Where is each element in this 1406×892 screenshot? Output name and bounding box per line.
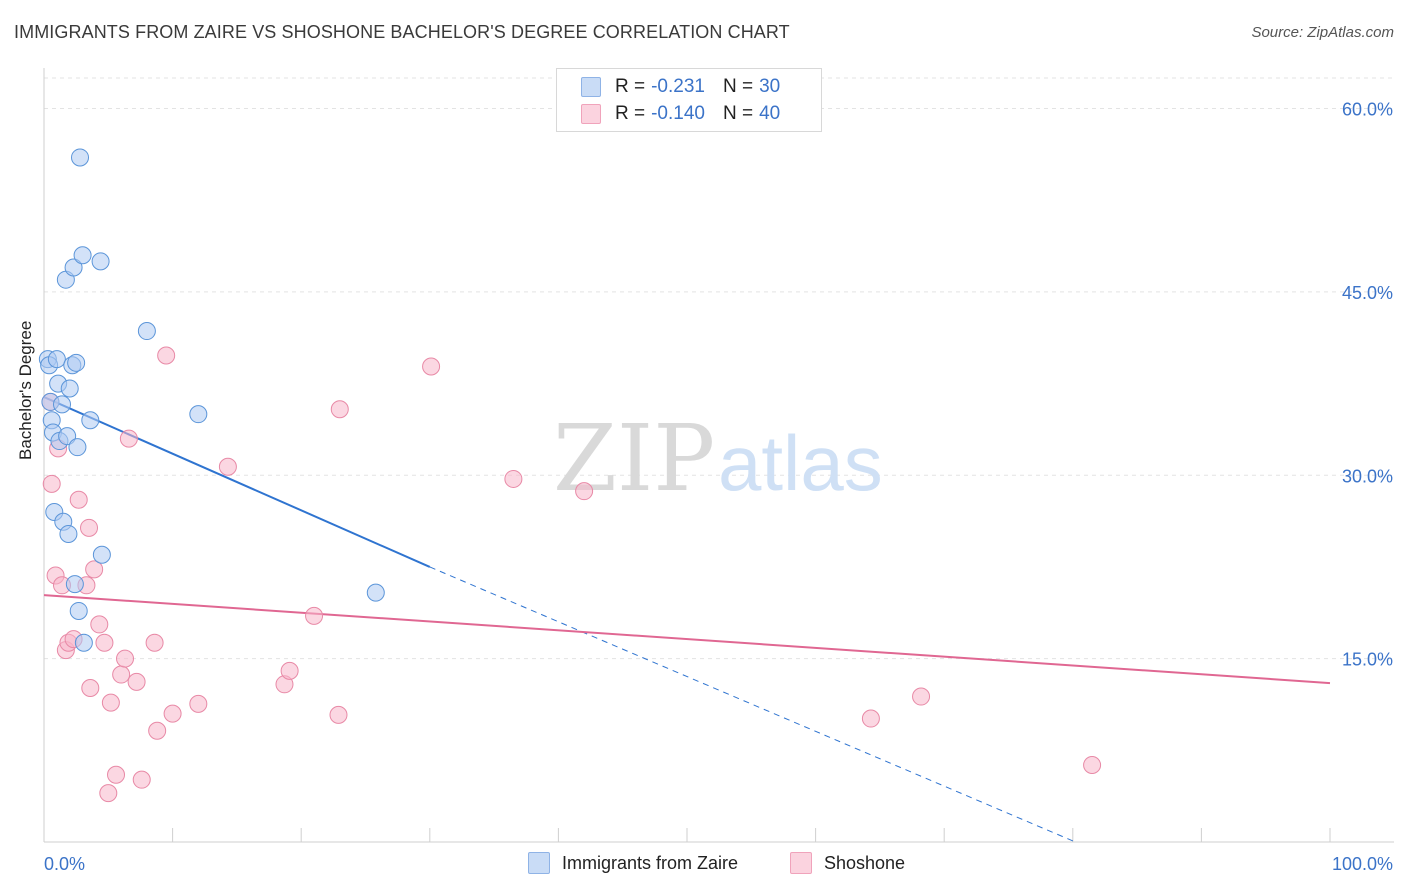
legend-label-shoshone: Shoshone: [824, 852, 906, 873]
shoshone-point: [163, 704, 182, 723]
legend-n-label: N =: [722, 103, 754, 124]
zaire-point: [69, 601, 88, 620]
shoshone-point: [575, 482, 594, 501]
shoshone-point: [95, 633, 114, 652]
shoshone-point: [119, 429, 138, 448]
zaire-point: [81, 411, 100, 430]
legend-swatch-zaire: [581, 77, 601, 97]
legend-item-shoshone[interactable]: Shoshone: [790, 852, 905, 874]
shoshone-point: [218, 457, 237, 476]
legend-n-value: 30: [759, 76, 781, 97]
shoshone-point: [148, 721, 167, 740]
shoshone-point: [69, 490, 88, 509]
legend-swatch-shoshone: [581, 104, 601, 124]
tick-labels: 15.0% 30.0% 45.0% 60.0% 0.0% 100.0%: [44, 100, 1393, 874]
shoshone-point: [1083, 755, 1102, 774]
watermark-atlas: atlas: [718, 419, 883, 507]
x-tick-label-max: 100.0%: [1332, 854, 1393, 874]
shoshone-point: [81, 678, 100, 697]
shoshone-point: [116, 649, 135, 668]
axes: [43, 68, 1394, 843]
shoshone-point: [99, 784, 118, 803]
y-tick-label: 15.0%: [1342, 650, 1393, 670]
shoshone-point: [280, 661, 299, 680]
legend-row-shoshone: R = -0.140 N = 40: [581, 102, 780, 126]
shoshone-point: [861, 709, 880, 728]
shoshone-point: [157, 346, 176, 365]
shoshone-point: [127, 672, 146, 691]
chart-title: IMMIGRANTS FROM ZAIRE VS SHOSHONE BACHEL…: [14, 22, 790, 42]
shoshone-point: [101, 693, 120, 712]
zaire-trendline-extension: [429, 566, 1076, 843]
zaire-point: [137, 322, 156, 341]
y-axis-title: Bachelor's Degree: [16, 320, 35, 460]
shoshone-point: [112, 665, 131, 684]
shoshone-point: [422, 357, 441, 376]
shoshone-point: [85, 560, 104, 579]
correlation-legend: R = -0.231 N = 30 R = -0.140 N = 40: [556, 68, 822, 132]
legend-item-zaire[interactable]: Immigrants from Zaire: [528, 852, 738, 874]
zaire-points: [38, 148, 385, 652]
zaire-point: [189, 405, 208, 424]
zaire-point: [73, 246, 92, 265]
x-tick-label-min: 0.0%: [44, 854, 85, 874]
trendlines: [43, 396, 1331, 843]
legend-label-zaire: Immigrants from Zaire: [562, 852, 739, 873]
zaire-point: [64, 258, 83, 277]
shoshone-point: [132, 770, 151, 789]
shoshone-point: [305, 606, 324, 625]
shoshone-point: [330, 400, 349, 419]
legend-r-value: -0.140: [651, 103, 705, 124]
legend-r-value: -0.231: [651, 76, 705, 97]
legend-n-value: 40: [759, 103, 781, 124]
zaire-point: [74, 633, 93, 652]
zaire-point: [65, 575, 84, 594]
shoshone-point: [80, 518, 99, 537]
y-tick-label: 45.0%: [1342, 283, 1393, 303]
zaire-point: [58, 427, 77, 446]
zaire-point: [47, 350, 66, 369]
zaire-point: [91, 252, 110, 271]
gridlines: [44, 77, 1394, 660]
shoshone-trendline: [43, 594, 1331, 685]
zaire-point: [366, 583, 385, 602]
zaire-point: [59, 524, 78, 543]
shoshone-point: [189, 694, 208, 713]
zaire-point: [68, 438, 87, 457]
shoshone-point: [329, 705, 348, 724]
shoshone-point: [107, 765, 126, 784]
zaire-point: [92, 545, 111, 564]
shoshone-point: [912, 687, 931, 706]
legend-swatch-zaire: [528, 852, 550, 874]
shoshone-point: [42, 474, 61, 493]
source-credit: Source: ZipAtlas.com: [1251, 24, 1394, 41]
zaire-point: [53, 395, 72, 414]
shoshone-point: [90, 615, 109, 634]
y-tick-label: 60.0%: [1342, 100, 1393, 120]
legend-swatch-shoshone: [790, 852, 812, 874]
zaire-trendline: [43, 396, 431, 568]
legend-n-label: N =: [722, 76, 754, 97]
legend-r-label: R =: [615, 103, 646, 124]
zaire-point: [67, 353, 86, 372]
zaire-point: [71, 148, 90, 167]
series-legend: Immigrants from Zaire Shoshone: [0, 852, 1406, 878]
shoshone-point: [145, 633, 164, 652]
legend-row-zaire: R = -0.231 N = 30: [581, 75, 780, 99]
shoshone-point: [504, 469, 523, 488]
zaire-point: [60, 379, 79, 398]
legend-r-label: R =: [615, 76, 646, 97]
y-tick-label: 30.0%: [1342, 466, 1393, 486]
